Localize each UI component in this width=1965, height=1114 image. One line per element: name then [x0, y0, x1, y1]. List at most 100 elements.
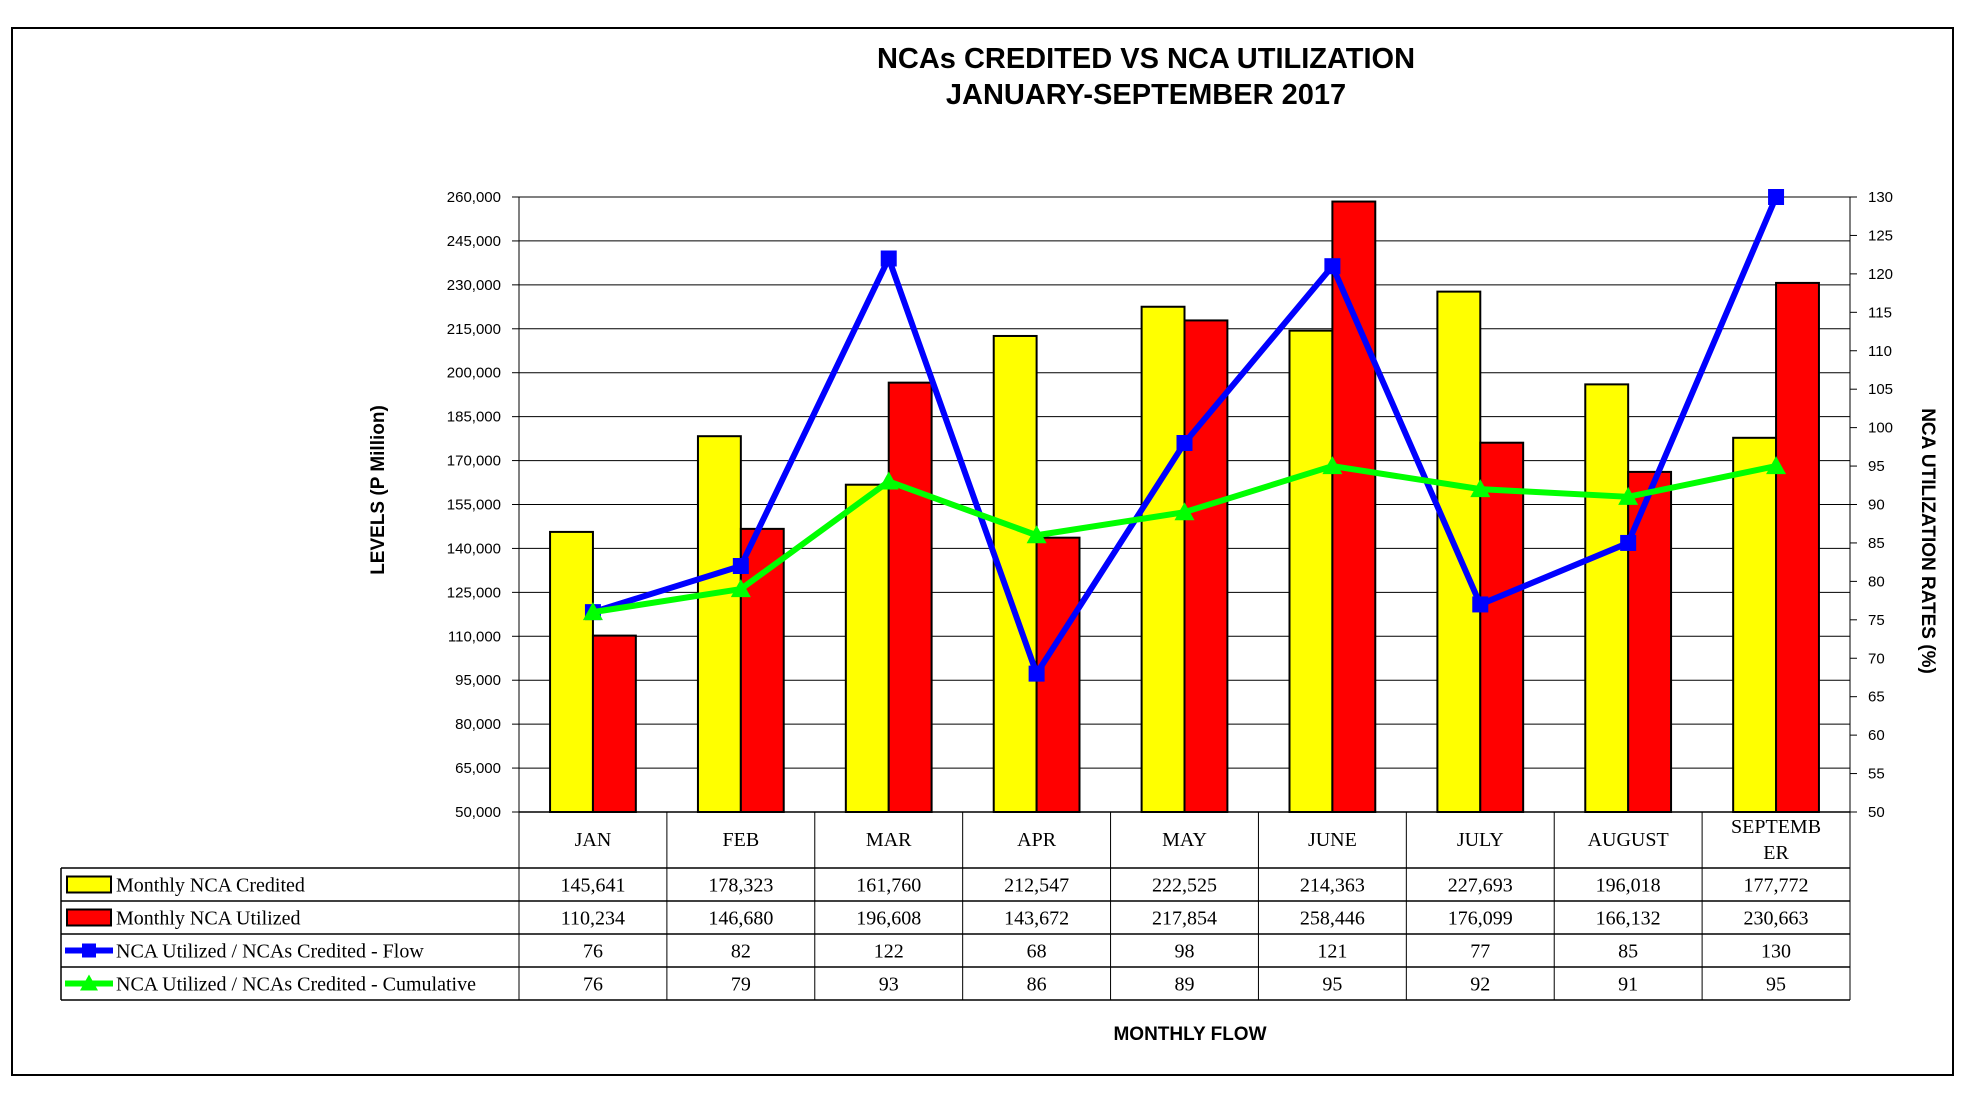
marker-point [730, 579, 751, 598]
y2-tick-label: 80 [1868, 573, 1885, 590]
data-label: 212,547 [1004, 875, 1069, 897]
y-tick-label: 155,000 [447, 497, 501, 514]
y2-tick-label: 125 [1868, 227, 1893, 244]
bar [844, 483, 890, 813]
y2-tick-label: 120 [1868, 266, 1893, 283]
category-label: MAY [1162, 829, 1207, 851]
category-label: APR [1017, 829, 1057, 851]
data-label: 178,323 [708, 875, 773, 897]
y-tick-label: 185,000 [447, 409, 501, 426]
data-label: 258,446 [1300, 908, 1365, 930]
data-label: 76 [583, 974, 603, 996]
y2-axis-title: NCA UTILIZATION RATES (%) [1917, 408, 1938, 674]
data-label: 222,525 [1152, 875, 1217, 897]
data-label: 121 [1317, 941, 1347, 963]
axes: 50,000 65,000 80,000 95,000 110,000 125,000 14… [447, 189, 1893, 821]
y2-tick-label: 110 [1868, 343, 1892, 360]
bar [1183, 319, 1229, 813]
marker-point [1176, 435, 1193, 451]
y-tick-label: 200,000 [447, 365, 501, 382]
bar [549, 530, 594, 813]
data-label: 122 [874, 941, 904, 963]
y-axis-title: LEVELS (P Million) [368, 405, 389, 575]
category-label: JUNE [1308, 829, 1357, 851]
data-label: 89 [1175, 974, 1195, 996]
y2-tick-label: 130 [1868, 189, 1893, 206]
y-tick-label: 140,000 [447, 540, 501, 557]
data-label: 196,608 [856, 908, 921, 930]
data-label: 98 [1175, 941, 1195, 963]
marker-point [582, 602, 603, 621]
data-label: 82 [731, 941, 751, 963]
y2-tick-label: 95 [1868, 458, 1885, 475]
marker-point [1026, 525, 1047, 544]
marker-point [1322, 456, 1343, 475]
data-label: 230,663 [1744, 908, 1809, 930]
y-tick-label: 50,000 [455, 804, 501, 821]
y-tick-label: 260,000 [447, 189, 501, 206]
data-label: 95 [1322, 974, 1342, 996]
y-tick-label: 65,000 [455, 760, 501, 777]
legend-label: NCA Utilized / NCAs Credited - Flow [116, 941, 424, 963]
y-tick-label: 125,000 [447, 584, 501, 601]
y2-tick-label: 50 [1868, 804, 1885, 821]
x-axis-title: MONTHLY FLOW [1113, 1024, 1266, 1045]
category-label: JAN [575, 829, 612, 851]
y2-tick-label: 85 [1868, 535, 1885, 552]
category-label: JULY [1457, 829, 1504, 851]
bar [1584, 383, 1630, 813]
data-label: 68 [1027, 941, 1047, 963]
y-tick-label: 95,000 [455, 672, 501, 689]
data-label: 130 [1761, 941, 1791, 963]
legend-key [66, 908, 112, 927]
category-label: AUGUST [1588, 829, 1669, 851]
category-label: MAR [866, 829, 912, 851]
data-label: 145,641 [560, 875, 625, 897]
y2-tick-label: 75 [1868, 612, 1885, 629]
data-label: 76 [583, 941, 603, 963]
marker-point [1028, 665, 1045, 682]
legend-label: Monthly NCA Utilized [116, 908, 300, 930]
marker-point [1620, 534, 1637, 551]
data-label: 85 [1618, 941, 1638, 963]
bar [1479, 441, 1525, 813]
y2-tick-label: 60 [1868, 727, 1885, 744]
y2-tick-label: 65 [1868, 689, 1885, 706]
marker-point [1768, 189, 1785, 205]
chart-title: NCAs CREDITED VS NCA UTILIZATION [877, 43, 1415, 75]
series-lines [582, 189, 1787, 682]
legend-key [80, 974, 98, 991]
y-tick-label: 170,000 [447, 453, 501, 470]
category-label: SEPTEMB [1731, 816, 1821, 838]
data-label: 227,693 [1448, 875, 1513, 897]
marker-point [880, 250, 897, 267]
data-label: 143,672 [1004, 908, 1069, 930]
bar [1732, 436, 1778, 813]
data-label: 166,132 [1596, 908, 1661, 930]
data-label: 93 [879, 974, 899, 996]
marker-point [1174, 502, 1195, 521]
y-tick-label: 110,000 [448, 628, 501, 645]
marker-point [732, 558, 749, 574]
data-label: 176,099 [1448, 908, 1513, 930]
data-label: 86 [1027, 974, 1047, 996]
data-label: 92 [1470, 974, 1490, 996]
y2-tick-label: 100 [1868, 420, 1893, 437]
y-tick-label: 215,000 [447, 321, 501, 338]
legend-label: NCA Utilized / NCAs Credited - Cumulativ… [116, 974, 476, 996]
bar [1775, 281, 1820, 813]
marker-point [1470, 479, 1491, 498]
marker-point [1766, 456, 1787, 475]
data-label: 146,680 [708, 908, 773, 930]
data-label: 214,363 [1300, 875, 1365, 897]
marker-point [1324, 258, 1341, 275]
data-label: 91 [1618, 974, 1638, 996]
bar [887, 381, 933, 813]
data-label: 79 [731, 974, 751, 996]
y2-tick-label: 115 [1868, 304, 1892, 321]
marker-point [1618, 486, 1639, 505]
bar [1288, 329, 1334, 813]
data-label: 177,772 [1744, 875, 1809, 897]
